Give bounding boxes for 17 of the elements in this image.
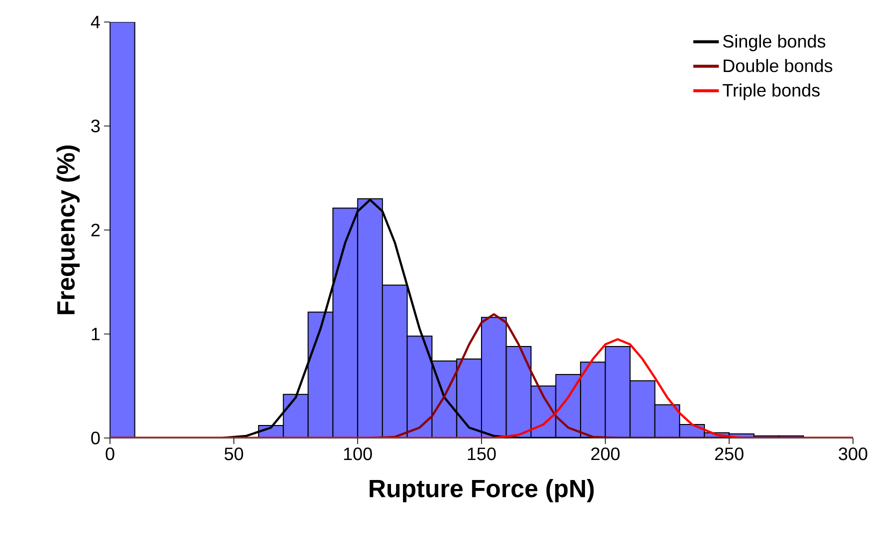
- x-tick-label: 300: [838, 448, 868, 460]
- legend-label: Triple bonds: [722, 83, 820, 100]
- y-tick-label: 0: [91, 432, 100, 444]
- y-tick-label: 1: [92, 328, 100, 340]
- x-tick-label: 150: [468, 448, 496, 460]
- x-tick-label: 100: [344, 448, 372, 460]
- y-tick-label: 4: [90, 16, 100, 28]
- x-tick-label: 200: [591, 448, 620, 460]
- y-tick-label: 2: [91, 224, 100, 236]
- x-axis-title: Rupture Force (pN): [370, 479, 594, 502]
- legend-label: Double bonds: [724, 58, 832, 72]
- y-axis-title: Frequency (%): [56, 145, 80, 314]
- x-tick-label: 0: [106, 448, 114, 460]
- x-tick-label: 250: [715, 448, 744, 460]
- y-tick-label: 3: [91, 120, 100, 132]
- x-tick-label: 50: [224, 448, 244, 460]
- legend-label: Single bonds: [723, 34, 826, 52]
